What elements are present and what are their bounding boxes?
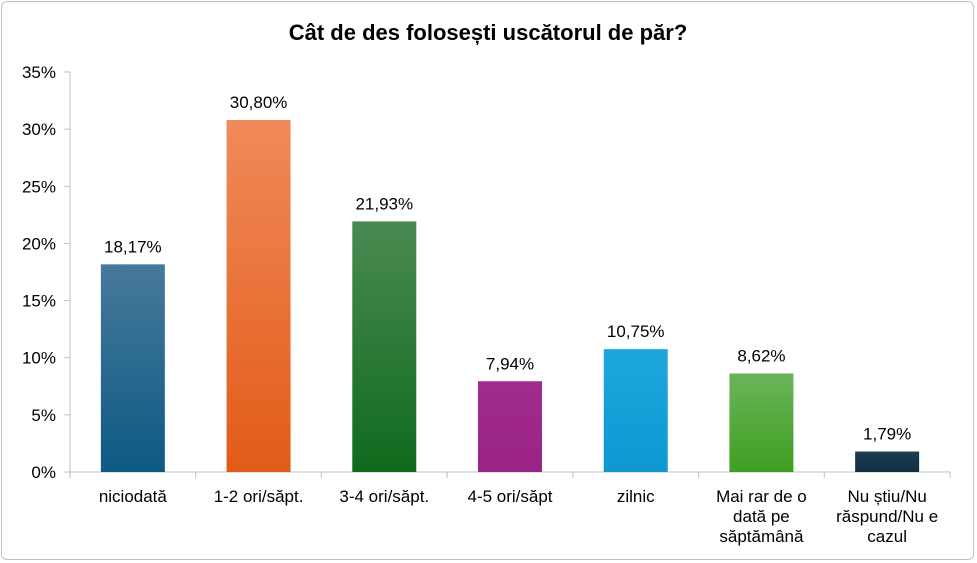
category-label: niciodată xyxy=(99,487,168,506)
bar xyxy=(603,349,668,472)
y-tick-label: 0% xyxy=(31,463,56,482)
y-tick-label: 5% xyxy=(31,406,56,425)
y-tick-label: 20% xyxy=(22,234,56,253)
data-label: 1,79% xyxy=(863,425,911,444)
category-label: Nu știu/Nu răspund/Nu e cazul xyxy=(836,487,938,546)
bars xyxy=(100,120,920,472)
bar xyxy=(729,373,794,472)
bar xyxy=(478,381,542,472)
data-label: 8,62% xyxy=(737,346,785,365)
y-tick-label: 25% xyxy=(22,177,56,196)
bar xyxy=(100,264,165,472)
chart-title: Cât de des folosești uscătorul de păr? xyxy=(289,20,688,45)
x-axis xyxy=(69,471,951,478)
y-tick-label: 35% xyxy=(22,63,56,82)
category-label: Mai rar de o dată pe săptămână xyxy=(716,487,807,546)
data-label: 30,80% xyxy=(230,93,288,112)
data-label: 7,94% xyxy=(486,354,534,373)
y-tick-label: 15% xyxy=(22,292,56,311)
y-axis: 0% 5% 10% 15% 20% 25% 30% 35% xyxy=(22,63,71,482)
bar xyxy=(855,451,920,472)
bar xyxy=(352,221,417,472)
category-label: 3-4 ori/săpt. xyxy=(339,487,429,506)
data-label: 18,17% xyxy=(104,237,162,256)
y-tick-label: 30% xyxy=(22,120,56,139)
category-label: 1-2 ori/săpt. xyxy=(214,487,304,506)
category-labels: niciodată 1-2 ori/săpt. 3-4 ori/săpt. 4-5 o… xyxy=(99,487,938,546)
bar xyxy=(226,120,291,472)
data-labels: 18,17% 30,80% 21,93% 7,94% 10,75% 8,62% 1,79% xyxy=(104,93,911,444)
data-label: 21,93% xyxy=(355,194,413,213)
category-label: 4-5 ori/săpt xyxy=(467,487,552,506)
y-tick-label: 10% xyxy=(22,349,56,368)
data-label: 10,75% xyxy=(607,322,665,341)
category-label: zilnic xyxy=(617,487,655,506)
